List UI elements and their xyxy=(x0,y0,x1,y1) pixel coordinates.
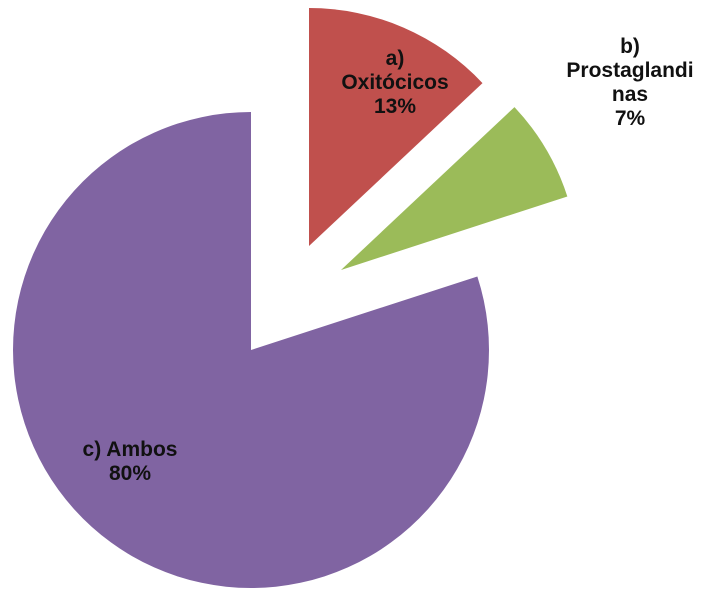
pie-slice-oxitocicos xyxy=(309,8,483,246)
slice-label-prostaglandinas-line-2: Prostaglandi xyxy=(566,59,694,82)
slice-label-ambos-line-2: 80% xyxy=(108,462,152,485)
slice-label-prostaglandinas-line-1: b) xyxy=(620,35,640,58)
slice-label-oxitocicos-line-3: 13% xyxy=(373,95,417,118)
slice-label-oxitocicos: a) Oxitócicos 13% xyxy=(310,47,480,119)
slice-label-oxitocicos-line-2: Oxitócicos xyxy=(341,71,449,94)
slice-label-ambos: c) Ambos 80% xyxy=(55,438,205,486)
pie-slice-prostaglandinas xyxy=(341,107,568,270)
slice-label-oxitocicos-line-1: a) xyxy=(385,47,405,70)
pie-slice-ambos xyxy=(13,112,490,588)
slice-label-prostaglandinas-line-4: 7% xyxy=(614,107,646,130)
slice-label-prostaglandinas: b) Prostaglandi nas 7% xyxy=(545,35,714,131)
slice-label-prostaglandinas-line-3: nas xyxy=(611,83,649,106)
slice-label-ambos-line-1: c) Ambos xyxy=(82,438,178,461)
